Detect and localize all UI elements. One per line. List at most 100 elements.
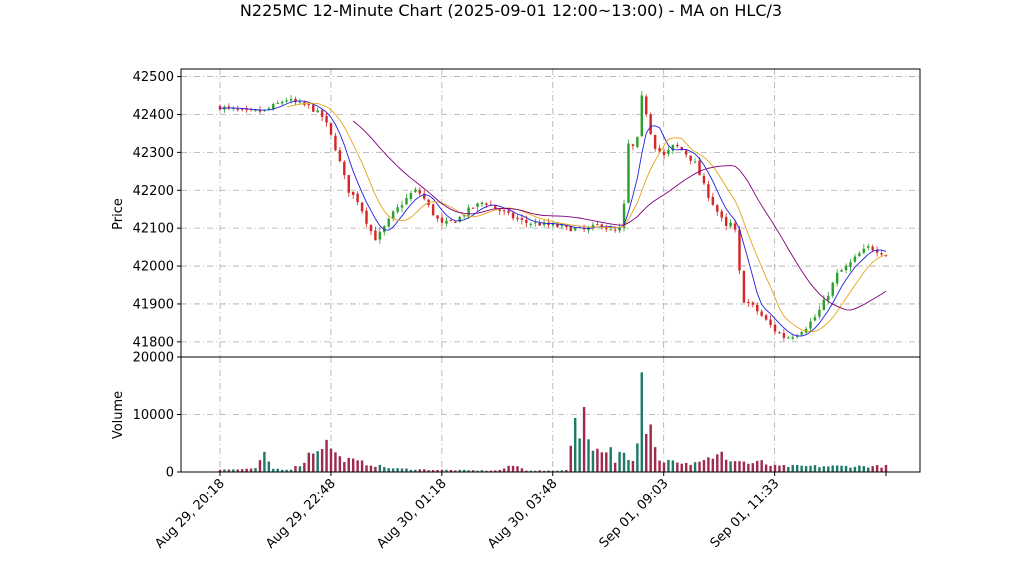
candle-body	[724, 216, 728, 226]
volume-bar	[600, 452, 604, 472]
volume-bar	[587, 439, 590, 472]
candle-body	[871, 246, 874, 251]
volume-bar	[462, 469, 466, 472]
candle-body	[329, 123, 333, 135]
candle-body	[818, 309, 821, 317]
volume-bar	[320, 449, 324, 472]
candle-body	[667, 149, 670, 155]
volume-bar	[680, 463, 683, 472]
candle-body	[844, 266, 848, 271]
volume-bar	[791, 464, 794, 472]
volume-bar	[240, 469, 244, 472]
candle-body	[636, 136, 639, 148]
volume-bar	[249, 468, 253, 472]
candle-body	[494, 205, 497, 209]
candle-body	[476, 203, 479, 207]
volume-bar	[494, 470, 497, 472]
candle-body	[618, 227, 621, 231]
volume-bar	[329, 448, 333, 472]
volume-bar	[729, 461, 732, 472]
candle-body	[649, 114, 652, 134]
candle-body	[511, 213, 515, 219]
candle-body	[289, 99, 293, 101]
volume-bar	[467, 470, 470, 472]
candle-body	[658, 148, 661, 152]
candle-body	[613, 229, 617, 231]
volume-bar	[773, 464, 777, 472]
candle-body	[365, 210, 368, 224]
volume-bar	[365, 465, 368, 472]
price-tick-label: 42300	[133, 146, 174, 161]
candle-body	[702, 175, 706, 184]
price-tick-label: 42100	[133, 222, 174, 237]
volume-bar	[840, 465, 843, 472]
volume-bar	[325, 439, 328, 472]
candle-body	[254, 109, 257, 111]
candle-body	[498, 209, 501, 211]
candle-body	[294, 98, 297, 103]
candle-body	[409, 193, 413, 199]
volume-bar	[542, 470, 546, 472]
volume-bar	[454, 470, 457, 472]
volume-bar	[347, 457, 350, 472]
volume-bar	[440, 469, 444, 472]
candle-body	[764, 315, 768, 320]
volume-bar	[303, 462, 306, 472]
candle-body	[716, 205, 719, 212]
volume-bar	[658, 460, 661, 472]
candle-body	[378, 232, 382, 240]
candle-body	[858, 253, 861, 257]
volume-bar	[502, 468, 506, 472]
volume-bar	[431, 470, 435, 472]
candle-body	[791, 337, 794, 339]
price-tick-label: 42000	[133, 260, 174, 275]
candle-body	[698, 160, 701, 176]
candle-body	[645, 96, 648, 115]
volume-bar	[529, 470, 533, 472]
volume-bar	[245, 468, 248, 472]
volume-bar	[360, 460, 364, 472]
candle-body	[405, 198, 408, 205]
volume-bar	[742, 461, 746, 472]
candle-body	[738, 229, 741, 271]
volume-bar	[343, 462, 346, 472]
candle-body	[516, 217, 519, 219]
volume-bar	[356, 460, 359, 472]
volume-bar	[338, 456, 342, 472]
volume-bar	[662, 462, 666, 472]
volume-bar	[640, 372, 644, 472]
candle-body	[272, 104, 275, 110]
volume-bar	[334, 452, 337, 472]
candle-body	[387, 218, 390, 227]
candle-body	[391, 211, 395, 219]
candle-body	[756, 305, 759, 312]
candle-body	[600, 224, 604, 227]
volume-bar	[707, 457, 710, 472]
volume-bar	[760, 460, 763, 472]
volume-bar	[374, 466, 377, 472]
volume-bar	[449, 469, 453, 472]
volume-bar	[778, 465, 781, 472]
candle-body	[312, 105, 315, 112]
candle-body	[609, 229, 612, 231]
volume-bar	[831, 465, 834, 472]
volume-bar	[880, 467, 883, 472]
candle-body	[529, 223, 533, 225]
volume-bar	[280, 469, 284, 472]
volume-bar	[387, 468, 390, 472]
candle-body	[800, 332, 803, 335]
volume-bar	[689, 464, 692, 472]
candle-body	[440, 217, 444, 223]
candle-body	[240, 108, 244, 110]
volume-bar	[622, 452, 626, 472]
volume-bar	[862, 466, 866, 472]
candle-body	[778, 332, 781, 334]
x-tick-label: Aug 30, 01:18	[374, 476, 450, 552]
candle-body	[280, 101, 284, 104]
volume-bar	[218, 469, 222, 472]
volume-bar	[405, 468, 408, 472]
candle-body	[360, 202, 364, 212]
candle-body	[835, 272, 839, 284]
volume-bar	[507, 465, 510, 472]
